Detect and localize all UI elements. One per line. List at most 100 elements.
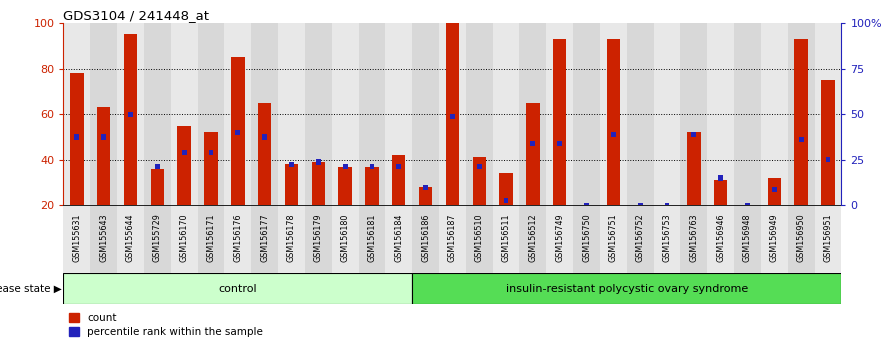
Bar — [359, 23, 385, 205]
Bar — [359, 205, 385, 273]
Bar — [338, 167, 352, 205]
Bar — [504, 198, 508, 203]
Bar — [70, 73, 84, 205]
Text: GSM156179: GSM156179 — [314, 213, 322, 262]
Bar — [795, 39, 808, 205]
Bar — [450, 114, 455, 119]
Bar — [520, 205, 546, 273]
Text: GSM156512: GSM156512 — [529, 213, 537, 262]
Text: GSM156177: GSM156177 — [260, 213, 269, 262]
Bar — [553, 39, 566, 205]
Bar — [278, 23, 305, 205]
Bar — [418, 187, 433, 205]
Bar — [626, 23, 654, 205]
Bar — [600, 23, 626, 205]
Bar — [258, 103, 271, 205]
Bar — [289, 162, 294, 167]
Bar — [235, 130, 241, 135]
Bar — [177, 126, 191, 205]
Bar — [466, 23, 492, 205]
Bar — [815, 23, 841, 205]
Bar — [412, 23, 439, 205]
Bar — [251, 205, 278, 273]
Text: GSM156763: GSM156763 — [689, 213, 699, 262]
Text: GSM156749: GSM156749 — [555, 213, 564, 262]
Bar — [63, 205, 90, 273]
Bar — [331, 205, 359, 273]
Bar — [680, 23, 707, 205]
Bar — [466, 205, 492, 273]
Bar — [574, 205, 600, 273]
Text: GSM156949: GSM156949 — [770, 213, 779, 262]
Bar — [385, 205, 412, 273]
Bar — [799, 137, 803, 142]
Bar — [316, 159, 321, 165]
Bar — [680, 205, 707, 273]
Bar — [97, 107, 110, 205]
Bar — [526, 103, 539, 205]
Bar — [607, 39, 620, 205]
Bar — [600, 205, 626, 273]
Bar — [477, 164, 482, 169]
Bar — [574, 23, 600, 205]
Text: GSM156170: GSM156170 — [180, 213, 189, 262]
Bar — [734, 205, 761, 273]
Bar — [664, 203, 670, 208]
Bar — [197, 23, 225, 205]
Bar — [385, 23, 412, 205]
Bar — [788, 205, 815, 273]
Bar — [63, 23, 90, 205]
Text: disease state ▶: disease state ▶ — [0, 284, 62, 293]
Text: GSM156948: GSM156948 — [743, 213, 752, 262]
Bar — [155, 164, 159, 169]
Bar — [772, 187, 777, 192]
Bar — [707, 23, 734, 205]
Bar — [692, 132, 696, 137]
Bar — [128, 112, 133, 117]
Bar — [396, 164, 401, 169]
Bar — [660, 205, 674, 217]
Text: GSM156187: GSM156187 — [448, 213, 457, 262]
Bar — [472, 158, 486, 205]
Bar — [788, 23, 815, 205]
Text: GDS3104 / 241448_at: GDS3104 / 241448_at — [63, 9, 210, 22]
Bar — [745, 203, 750, 208]
Text: GSM156753: GSM156753 — [663, 213, 671, 262]
Text: GSM155644: GSM155644 — [126, 213, 135, 262]
Bar — [546, 23, 574, 205]
Bar — [439, 23, 466, 205]
Bar — [392, 155, 405, 205]
Bar — [209, 150, 213, 155]
Text: GSM156181: GSM156181 — [367, 213, 376, 262]
Bar — [312, 162, 325, 205]
Bar — [530, 141, 536, 146]
Bar — [225, 205, 251, 273]
Bar — [654, 23, 680, 205]
Bar — [520, 23, 546, 205]
Bar — [446, 23, 459, 205]
Bar — [225, 23, 251, 205]
Text: GSM156750: GSM156750 — [582, 213, 591, 262]
Bar — [423, 184, 428, 190]
Text: GSM156751: GSM156751 — [609, 213, 618, 262]
Bar — [825, 157, 831, 162]
Bar — [251, 23, 278, 205]
Bar — [181, 150, 187, 155]
Bar — [117, 23, 144, 205]
Bar — [821, 80, 834, 205]
Bar — [718, 176, 723, 181]
Bar — [74, 135, 79, 139]
Bar — [492, 205, 520, 273]
Text: insulin-resistant polycystic ovary syndrome: insulin-resistant polycystic ovary syndr… — [506, 284, 748, 293]
Text: GSM156178: GSM156178 — [287, 213, 296, 262]
Text: GSM156951: GSM156951 — [824, 213, 833, 262]
Legend: count, percentile rank within the sample: count, percentile rank within the sample — [69, 313, 263, 337]
Bar — [117, 205, 144, 273]
Bar — [171, 23, 197, 205]
Text: GSM156950: GSM156950 — [796, 213, 805, 262]
Bar — [278, 205, 305, 273]
Bar — [761, 23, 788, 205]
Bar — [707, 205, 734, 273]
Bar — [204, 132, 218, 205]
Bar — [761, 205, 788, 273]
